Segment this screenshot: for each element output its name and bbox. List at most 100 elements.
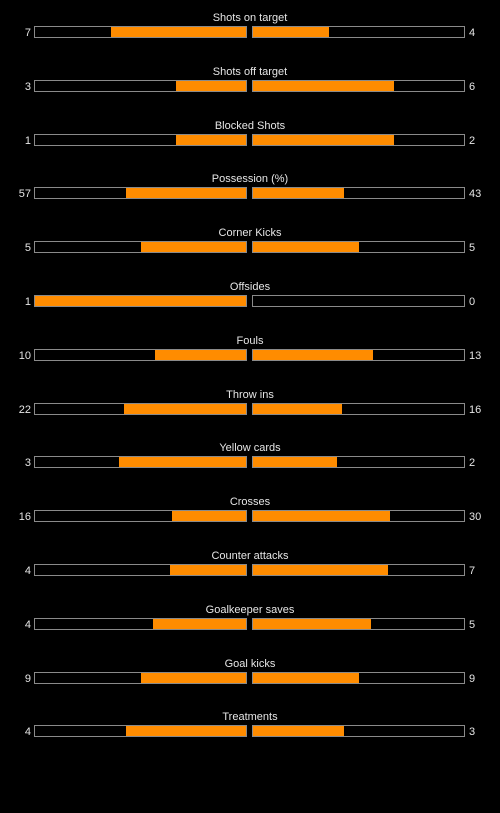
stat-label: Shots on target — [212, 12, 288, 24]
stat-label: Yellow cards — [219, 442, 281, 455]
home-bar — [34, 402, 247, 415]
home-value: 16 — [18, 511, 31, 524]
home-value: 57 — [18, 188, 31, 201]
home-bar-fill — [140, 242, 246, 253]
away-bar-fill — [253, 672, 359, 683]
away-bar — [252, 26, 465, 38]
away-bar-fill — [253, 80, 395, 91]
home-bar — [34, 26, 247, 38]
home-bar-fill — [170, 564, 246, 575]
stat-label: Offsides — [229, 280, 271, 293]
away-bar — [252, 133, 465, 146]
stat-label: Goal kicks — [224, 657, 276, 670]
home-value: 1 — [24, 134, 31, 147]
away-bar-fill — [253, 618, 372, 629]
home-bar-fill — [176, 134, 246, 145]
home-bar — [34, 187, 247, 200]
home-bar-fill — [125, 726, 246, 737]
away-bar — [252, 456, 465, 469]
stat-row-crosses: Crosses 16 30 — [0, 495, 500, 549]
stat-label: Treatments — [222, 711, 278, 724]
home-bar — [34, 563, 247, 576]
home-bar — [34, 79, 247, 92]
away-value: 13 — [469, 349, 482, 362]
away-value: 6 — [469, 80, 476, 93]
away-value: 2 — [469, 457, 476, 470]
home-bar — [34, 725, 247, 738]
away-value: 4 — [469, 27, 476, 39]
home-bar-fill — [110, 27, 246, 37]
away-bar — [252, 79, 465, 92]
stat-row-goalkeeper-saves: Goalkeeper saves 4 5 — [0, 603, 500, 657]
stat-row-throw-ins: Throw ins 22 16 — [0, 388, 500, 442]
away-bar — [252, 617, 465, 630]
away-value: 9 — [469, 672, 476, 685]
home-value: 3 — [24, 457, 31, 470]
home-bar-fill — [153, 618, 246, 629]
away-value: 5 — [469, 242, 476, 255]
home-value: 5 — [24, 242, 31, 255]
away-bar-fill — [253, 511, 391, 522]
stat-row-blocked-shots: Blocked Shots 1 2 — [0, 119, 500, 173]
home-bar-fill — [35, 295, 246, 306]
stat-label: Possession (%) — [211, 173, 289, 186]
stat-label: Fouls — [236, 334, 264, 347]
home-bar — [34, 294, 247, 307]
home-bar-fill — [140, 672, 246, 683]
away-value: 3 — [469, 726, 476, 739]
stat-label: Goalkeeper saves — [205, 603, 295, 616]
away-bar-fill — [253, 188, 344, 199]
home-bar-fill — [123, 403, 246, 414]
home-bar — [34, 617, 247, 630]
stat-row-counter-attacks: Counter attacks 4 7 — [0, 549, 500, 603]
home-value: 4 — [24, 618, 31, 631]
away-bar — [252, 294, 465, 307]
stat-row-yellow-cards: Yellow cards 3 2 — [0, 441, 500, 495]
stat-row-fouls: Fouls 10 13 — [0, 334, 500, 388]
stat-label: Throw ins — [226, 388, 274, 401]
home-value: 10 — [18, 349, 31, 362]
away-value: 2 — [469, 134, 476, 147]
away-bar — [252, 187, 465, 200]
away-bar — [252, 510, 465, 523]
away-bar-fill — [253, 457, 338, 468]
home-bar — [34, 348, 247, 361]
away-value: 43 — [469, 188, 482, 201]
home-value: 22 — [18, 403, 31, 416]
stat-row-goal-kicks: Goal kicks 9 9 — [0, 657, 500, 711]
stat-row-shots-on-target: Shots on target 7 4 — [0, 11, 500, 65]
home-value: 9 — [24, 672, 31, 685]
away-bar — [252, 402, 465, 415]
stat-row-possession: Possession (%) 57 43 — [0, 172, 500, 226]
away-bar-fill — [253, 242, 359, 253]
home-value: 1 — [24, 295, 31, 308]
away-bar — [252, 725, 465, 738]
away-value: 5 — [469, 618, 476, 631]
home-bar-fill — [119, 457, 246, 468]
away-bar-fill — [253, 726, 344, 737]
home-value: 4 — [24, 564, 31, 577]
away-bar-fill — [253, 564, 389, 575]
away-value: 0 — [469, 295, 476, 308]
stat-row-treatments: Treatments 4 3 — [0, 710, 500, 764]
away-bar-fill — [253, 27, 329, 37]
home-value: 7 — [24, 27, 31, 39]
stat-label: Blocked Shots — [214, 119, 286, 132]
home-value: 3 — [24, 80, 31, 93]
home-bar — [34, 241, 247, 254]
stat-row-offsides: Offsides 1 0 — [0, 280, 500, 334]
stat-row-corner-kicks: Corner Kicks 5 5 — [0, 226, 500, 280]
away-bar-fill — [253, 349, 374, 360]
away-bar — [252, 348, 465, 361]
home-bar-fill — [155, 349, 246, 360]
stat-label: Crosses — [229, 496, 271, 509]
away-value: 16 — [469, 403, 482, 416]
away-value: 7 — [469, 564, 476, 577]
stat-row-shots-off-target: Shots off target 3 6 — [0, 65, 500, 119]
home-value: 4 — [24, 726, 31, 739]
away-bar — [252, 563, 465, 576]
home-bar — [34, 671, 247, 684]
home-bar-fill — [176, 80, 246, 91]
away-bar-fill — [253, 403, 342, 414]
match-stats-panel: Shots on target 7 4 Shots off target 3 6… — [0, 11, 500, 764]
